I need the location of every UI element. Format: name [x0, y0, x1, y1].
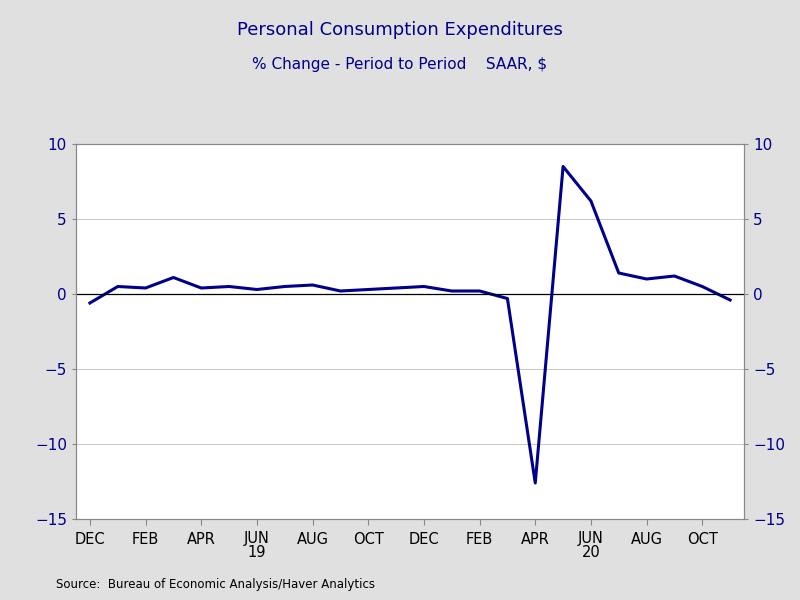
Text: 19: 19 — [248, 545, 266, 560]
Text: % Change - Period to Period    SAAR, $: % Change - Period to Period SAAR, $ — [253, 57, 547, 72]
Text: Source:  Bureau of Economic Analysis/Haver Analytics: Source: Bureau of Economic Analysis/Have… — [56, 578, 375, 591]
Text: 20: 20 — [582, 545, 600, 560]
Text: Personal Consumption Expenditures: Personal Consumption Expenditures — [237, 21, 563, 39]
